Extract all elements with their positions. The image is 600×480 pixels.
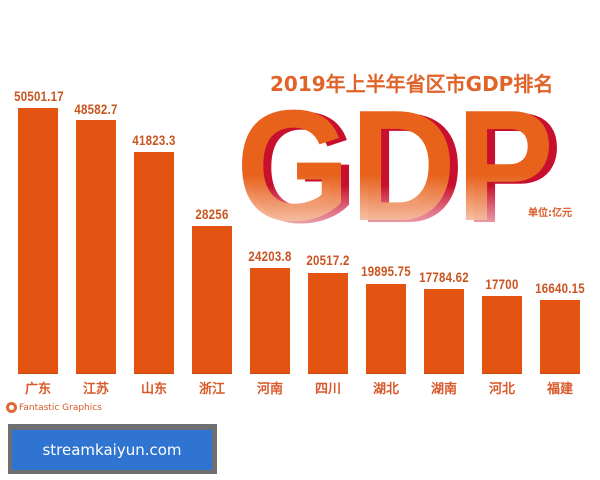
category-label: 四川 bbox=[314, 382, 341, 397]
category-label: 湖南 bbox=[430, 382, 457, 397]
value-label: 19895.75 bbox=[361, 263, 411, 279]
bar-hubei bbox=[366, 284, 406, 374]
bar-jiangsu bbox=[76, 120, 116, 374]
category-label: 浙江 bbox=[198, 382, 225, 397]
bar-sichuan bbox=[308, 273, 348, 374]
value-label: 24203.8 bbox=[248, 248, 292, 264]
watermark-banner: streamkaiyun.com bbox=[8, 424, 217, 474]
value-label: 28256 bbox=[195, 206, 229, 222]
bar-shandong bbox=[134, 152, 174, 374]
category-label: 江苏 bbox=[82, 382, 109, 397]
brand-name: Fantastic Graphics bbox=[19, 402, 102, 413]
value-label: 17700 bbox=[485, 276, 519, 292]
category-label: 山东 bbox=[140, 382, 167, 397]
brand-logo-icon bbox=[6, 402, 17, 413]
bar-fujian bbox=[540, 300, 580, 374]
svg-text:GDP: GDP bbox=[244, 100, 562, 230]
unit-label: 单位:亿元 bbox=[528, 208, 572, 219]
svg-text:GDP: GDP bbox=[236, 100, 554, 230]
value-label: 20517.2 bbox=[306, 252, 350, 268]
bar-hebei bbox=[482, 296, 522, 374]
bar-guangdong bbox=[18, 108, 58, 374]
category-label: 广东 bbox=[24, 382, 51, 397]
value-label: 48582.7 bbox=[74, 101, 118, 117]
value-label: 16640.15 bbox=[535, 280, 585, 296]
bar-zhejiang bbox=[192, 226, 232, 374]
category-label: 福建 bbox=[546, 382, 573, 397]
category-label: 湖北 bbox=[372, 382, 399, 397]
value-label: 17784.62 bbox=[419, 269, 469, 285]
chart-title: 2019年上半年省区市GDP排名 bbox=[270, 72, 554, 96]
gdp-decorative-text: GDP GDP bbox=[236, 100, 562, 230]
value-label: 50501.17 bbox=[14, 88, 64, 104]
bar-henan bbox=[250, 268, 290, 374]
bar-hunan bbox=[424, 289, 464, 374]
category-label: 河北 bbox=[488, 382, 515, 397]
brand-credit: Fantastic Graphics bbox=[6, 402, 102, 413]
value-label: 41823.3 bbox=[132, 132, 176, 148]
category-label: 河南 bbox=[256, 382, 283, 397]
watermark-link[interactable]: streamkaiyun.com bbox=[12, 430, 212, 470]
